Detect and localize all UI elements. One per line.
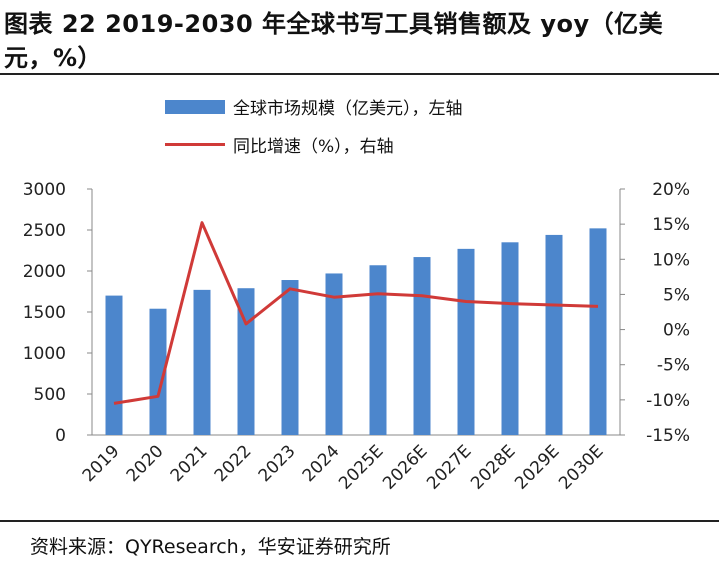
- growth-line: [113, 221, 599, 405]
- bar: [501, 242, 519, 435]
- bar: [457, 248, 475, 435]
- source-note: 资料来源：QYResearch，华安证券研究所: [30, 536, 391, 558]
- legend-item-growth: 同比增速（%），右轴: [165, 132, 394, 157]
- x-tick-label: 2022: [211, 441, 256, 486]
- right-tick-label: 15%: [652, 215, 690, 235]
- bar: [325, 273, 343, 435]
- x-tick-label: 2026E: [379, 441, 431, 493]
- figure-title-line1: 图表 22 2019-2030 年全球书写工具销售额及 yoy（亿美: [4, 10, 664, 38]
- combo-chart: 0 500 1000 1500 2000 2500 3000 -15% -10% -5% 0% 5% 1…: [23, 180, 690, 494]
- legend-item-market-size: 全球市场规模（亿美元），左轴: [165, 94, 463, 119]
- left-tick-label: 2500: [23, 221, 66, 241]
- left-tick-label: 0: [55, 426, 66, 446]
- x-tick-label: 2025E: [335, 441, 387, 493]
- x-tick-label: 2027E: [423, 441, 475, 493]
- legend-label-market-size: 全球市场规模（亿美元），左轴: [233, 99, 463, 119]
- x-tick-label: 2023: [255, 441, 300, 486]
- left-tick-label: 1000: [23, 344, 66, 364]
- legend-line-swatch: [165, 143, 225, 146]
- bar-series: [105, 228, 607, 435]
- axes: [87, 188, 625, 436]
- left-tick-label: 2000: [23, 262, 66, 282]
- legend-label-growth: 同比增速（%），右轴: [233, 137, 394, 157]
- right-tick-label: 20%: [652, 180, 690, 200]
- right-tick-label: -15%: [646, 426, 690, 446]
- right-tick-label: -5%: [657, 356, 690, 376]
- source-divider: [0, 520, 719, 522]
- bar: [237, 288, 255, 435]
- bar: [545, 234, 563, 435]
- title-divider: [0, 73, 719, 75]
- x-tick-label: 2019: [79, 441, 124, 486]
- legend-bar-swatch: [165, 99, 225, 114]
- right-tick-label: 10%: [652, 250, 690, 270]
- x-tick-label: 2029E: [511, 441, 563, 493]
- right-tick-label: 5%: [663, 285, 690, 305]
- x-tick-label: 2020: [123, 441, 168, 486]
- bar: [281, 280, 299, 435]
- bar: [369, 265, 387, 435]
- bar: [105, 295, 123, 435]
- bar: [193, 289, 211, 435]
- line-series: [113, 221, 599, 405]
- x-tick-label: 2030E: [555, 441, 607, 493]
- chart-area: 全球市场规模（亿美元），左轴 同比增速（%），右轴 0 500 1000 1500 20…: [0, 80, 719, 520]
- bar: [149, 308, 167, 435]
- figure-title-line2: 元，%）: [4, 44, 103, 72]
- left-tick-label: 3000: [23, 180, 66, 200]
- left-tick-label: 500: [34, 385, 66, 405]
- right-tick-label: 0%: [663, 321, 690, 341]
- bar: [413, 257, 431, 435]
- left-tick-label: 1500: [23, 303, 66, 323]
- x-tick-label: 2028E: [467, 441, 519, 493]
- x-tick-label: 2021: [167, 441, 212, 486]
- bar: [589, 228, 607, 435]
- right-tick-label: -10%: [646, 391, 690, 411]
